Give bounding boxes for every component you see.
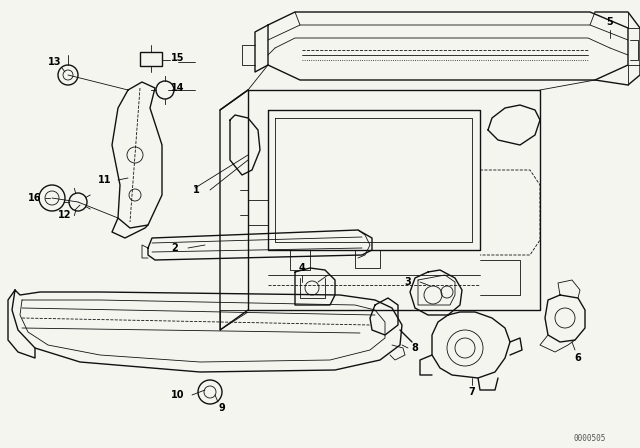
Text: 16: 16	[28, 193, 42, 203]
Text: 10: 10	[172, 390, 185, 400]
Text: 12: 12	[58, 210, 72, 220]
Text: 14: 14	[172, 83, 185, 93]
Text: 9: 9	[219, 403, 225, 413]
Text: 3: 3	[404, 277, 412, 287]
Text: 2: 2	[172, 243, 179, 253]
Text: 4: 4	[299, 263, 305, 273]
Text: 1: 1	[193, 185, 200, 195]
Text: 11: 11	[99, 175, 112, 185]
Text: 15: 15	[172, 53, 185, 63]
Text: 13: 13	[48, 57, 61, 67]
Text: 7: 7	[468, 387, 476, 397]
Text: 5: 5	[607, 17, 613, 27]
Text: 6: 6	[575, 353, 581, 363]
Text: 8: 8	[412, 343, 419, 353]
Text: 0000505: 0000505	[574, 434, 606, 443]
Bar	[140, 52, 162, 66]
